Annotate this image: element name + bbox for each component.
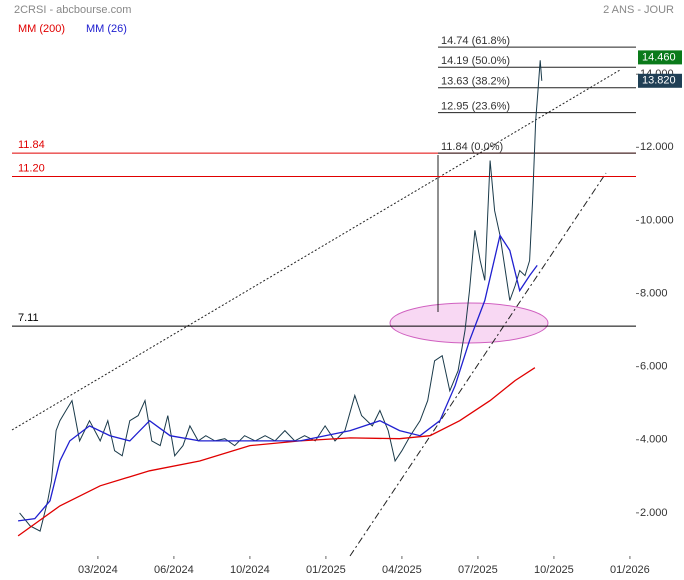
y-tick-label: 2.000 bbox=[640, 507, 668, 519]
x-tick-label: 04/2025 bbox=[382, 564, 422, 576]
series-line bbox=[17, 367, 536, 537]
legend-entry: MM (200) bbox=[18, 23, 65, 35]
series-line bbox=[19, 60, 543, 532]
fib-label: 11.84 (0.0%) bbox=[441, 141, 503, 153]
price-tag-label: 13.820 bbox=[642, 75, 676, 87]
x-tick-label: 10/2025 bbox=[534, 564, 574, 576]
level-label: 11.84 bbox=[18, 139, 45, 151]
y-tick-label: 10.000 bbox=[640, 214, 674, 226]
x-tick-label: 03/2024 bbox=[78, 564, 118, 576]
fib-label: 13.63 (38.2%) bbox=[441, 76, 510, 88]
trend-line bbox=[349, 172, 607, 557]
chart-subtitle: 2 ANS - JOUR bbox=[603, 4, 674, 16]
price-tag-label: 14.460 bbox=[642, 51, 676, 63]
legend-entry: MM (26) bbox=[86, 23, 127, 35]
y-tick-label: 4.000 bbox=[640, 434, 668, 446]
fib-label: 12.95 (23.6%) bbox=[441, 100, 510, 112]
price-tag bbox=[638, 73, 682, 88]
series-line bbox=[18, 233, 538, 522]
fib-label: 14.19 (50.0%) bbox=[441, 55, 510, 67]
fib-label: 14.74 (61.8%) bbox=[441, 35, 510, 47]
level-label: 11.20 bbox=[18, 162, 45, 174]
x-tick-label: 01/2025 bbox=[306, 564, 346, 576]
level-label: 7.11 bbox=[18, 312, 39, 324]
y-tick-label: 12.000 bbox=[640, 141, 674, 153]
price-tag bbox=[638, 50, 682, 65]
x-tick-label: 06/2024 bbox=[154, 564, 194, 576]
x-tick-label: 07/2025 bbox=[458, 564, 498, 576]
y-tick-label: 8.000 bbox=[640, 287, 668, 299]
trend-line bbox=[11, 69, 621, 431]
y-tick-label: 6.000 bbox=[640, 361, 668, 373]
x-tick-label: 01/2026 bbox=[610, 564, 650, 576]
highlight-ellipse bbox=[389, 302, 549, 344]
chart-title: 2CRSI - abcbourse.com bbox=[14, 4, 131, 16]
x-tick-label: 10/2024 bbox=[230, 564, 270, 576]
